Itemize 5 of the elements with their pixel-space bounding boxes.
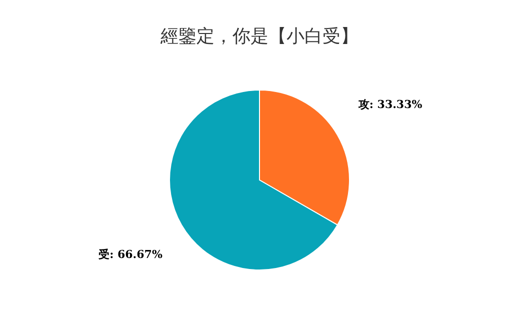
slice-label: 受 [98,248,110,262]
data-label: : 66.67% [110,248,163,262]
slice-label: 攻 [357,98,370,111]
chart-title: 經鑒定，你是【小白受】 [160,26,358,47]
data-label: : 33.33% [369,98,423,111]
